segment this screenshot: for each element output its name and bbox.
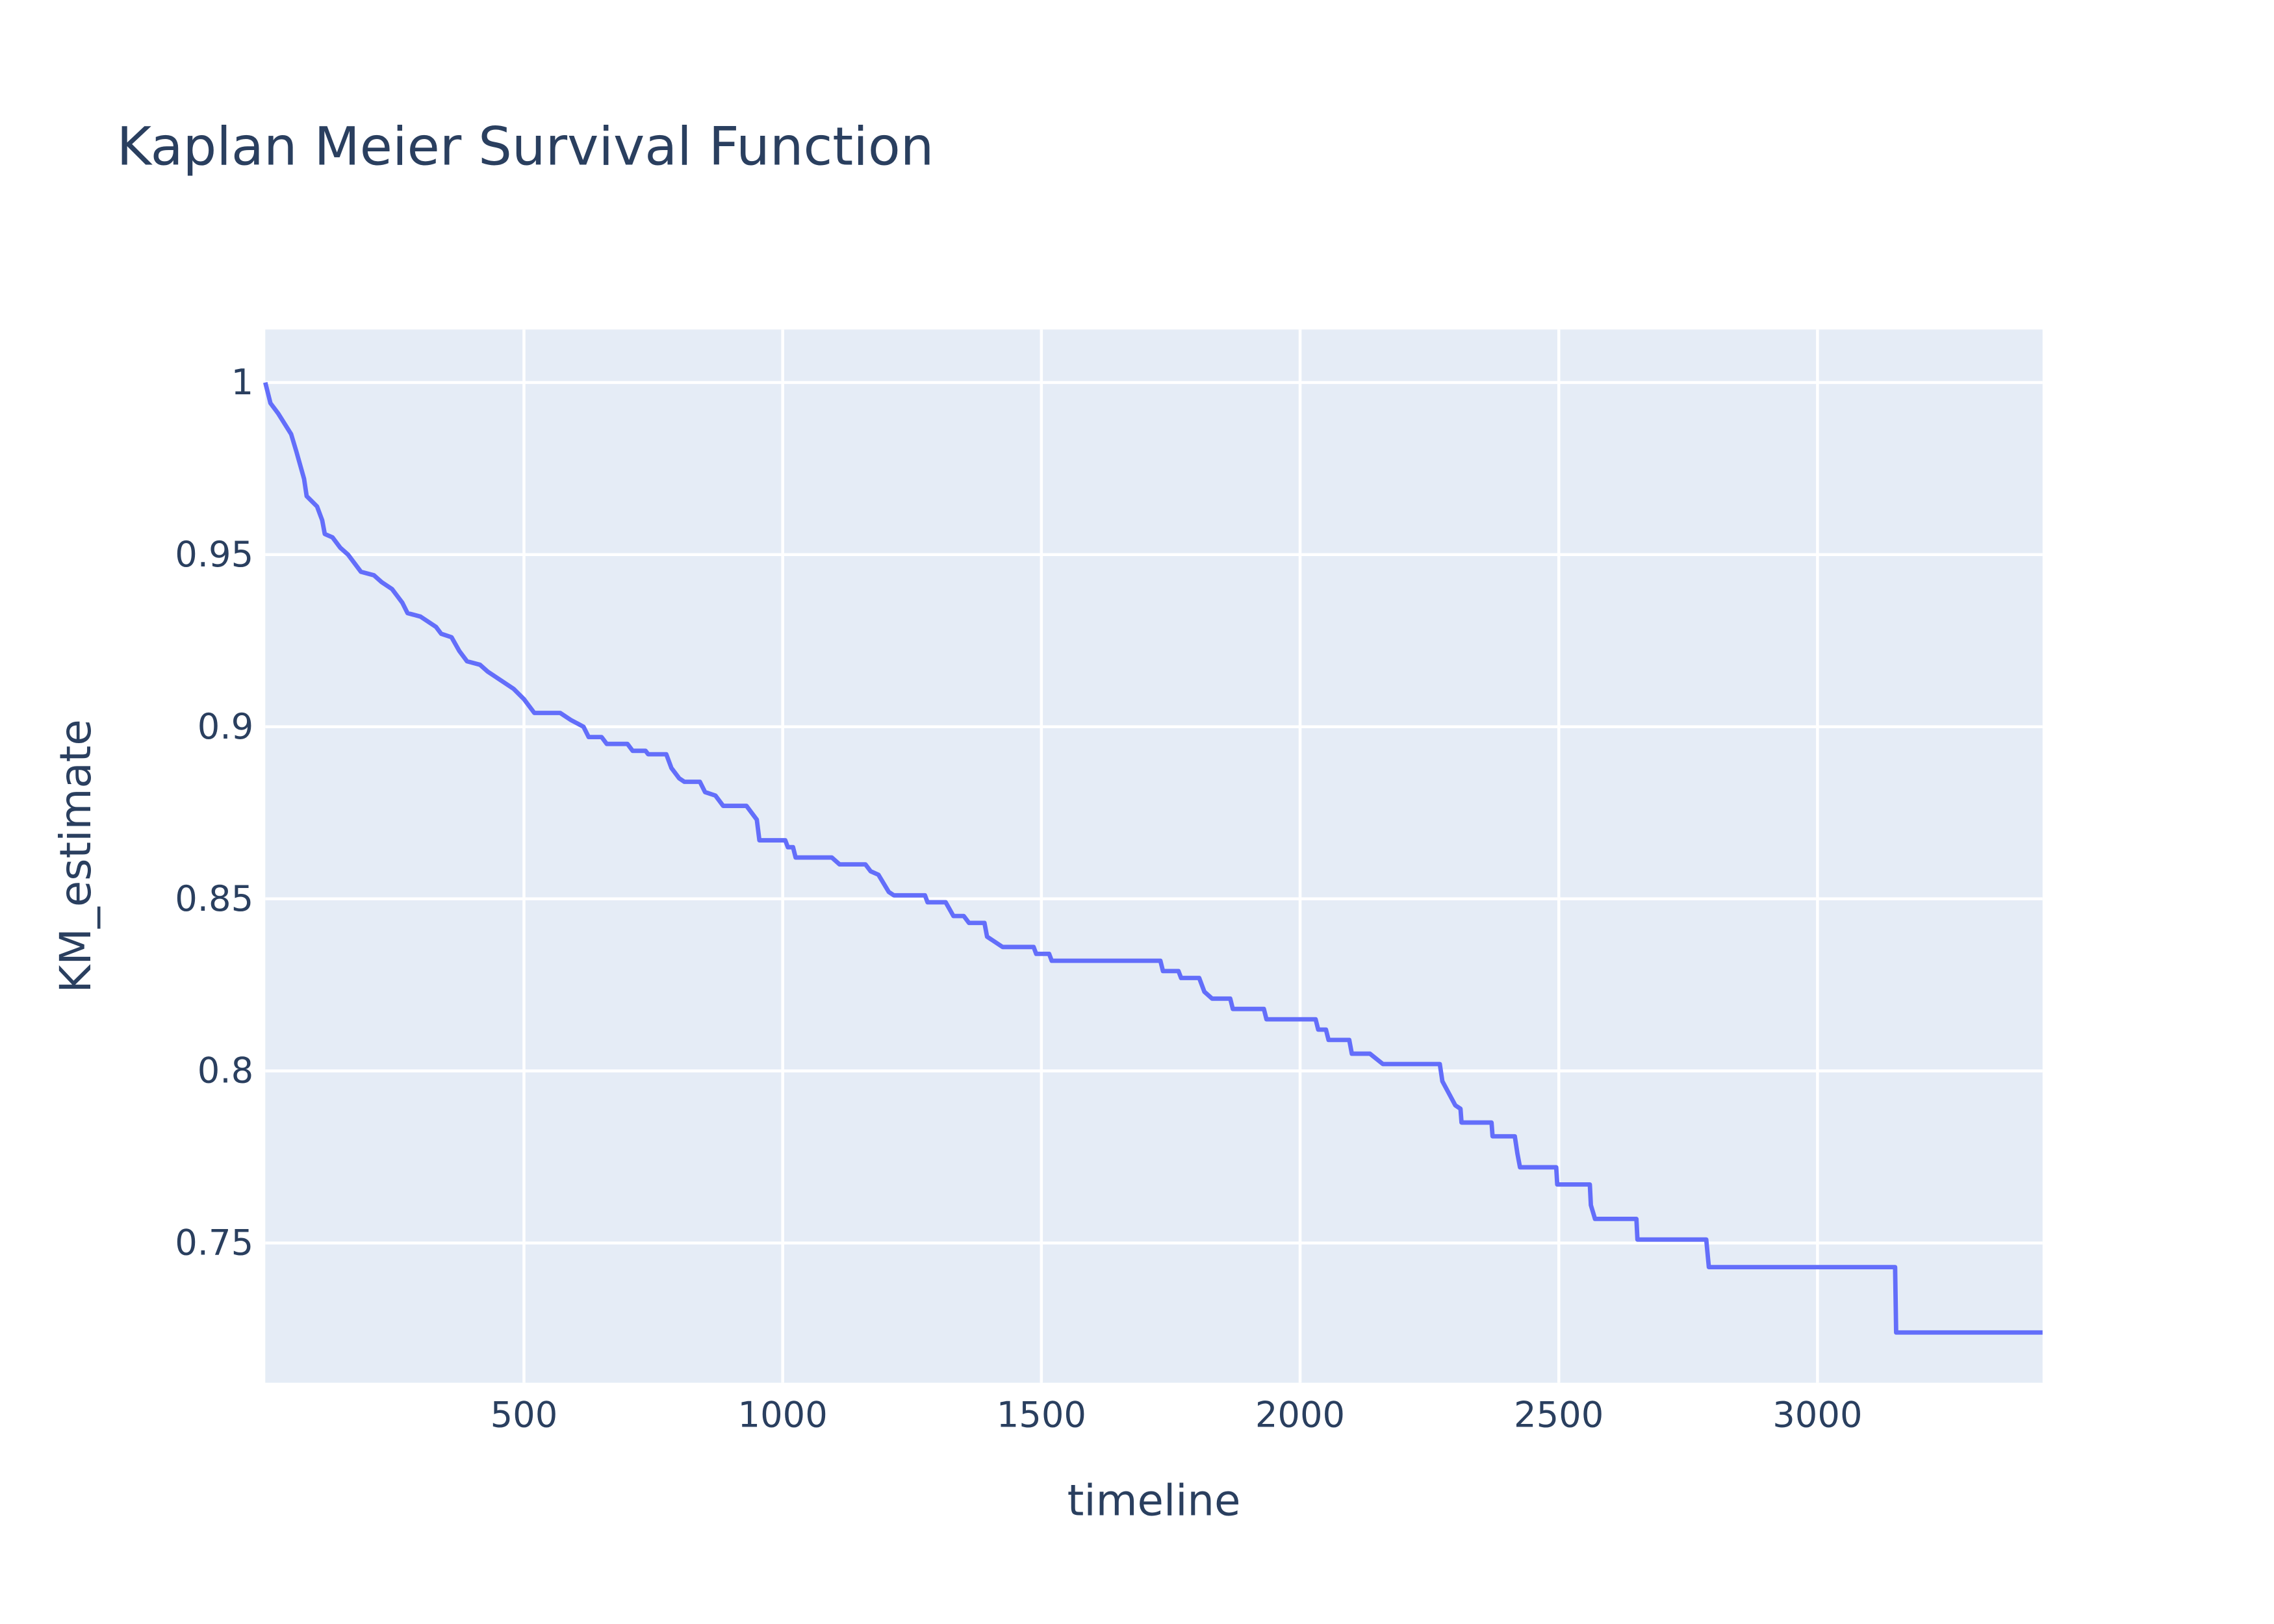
chart-title: Kaplan Meier Survival Function bbox=[117, 116, 934, 178]
y-tick-label: 1 bbox=[231, 362, 254, 403]
y-tick-label: 0.85 bbox=[175, 878, 253, 919]
x-tick-label: 2500 bbox=[1514, 1395, 1603, 1436]
y-tick-label: 0.75 bbox=[175, 1223, 253, 1263]
x-tick-label: 2000 bbox=[1255, 1395, 1345, 1436]
marks bbox=[262, 382, 2043, 1335]
y-tick-label: 0.95 bbox=[175, 534, 253, 575]
y-tick-label: 0.8 bbox=[198, 1050, 253, 1091]
x-tick-label: 3000 bbox=[1772, 1395, 1862, 1436]
x-axis-title: timeline bbox=[1067, 1476, 1241, 1525]
plot-area bbox=[265, 329, 2043, 1383]
y-axis-title: KM_estimate bbox=[51, 719, 101, 993]
x-tick-label: 1000 bbox=[738, 1395, 828, 1436]
grid bbox=[265, 329, 2043, 1383]
x-tick-label: 1500 bbox=[997, 1395, 1086, 1436]
x-tick-label: 500 bbox=[491, 1395, 558, 1436]
survival-line bbox=[262, 382, 2043, 1335]
y-tick-label: 0.9 bbox=[198, 706, 253, 747]
